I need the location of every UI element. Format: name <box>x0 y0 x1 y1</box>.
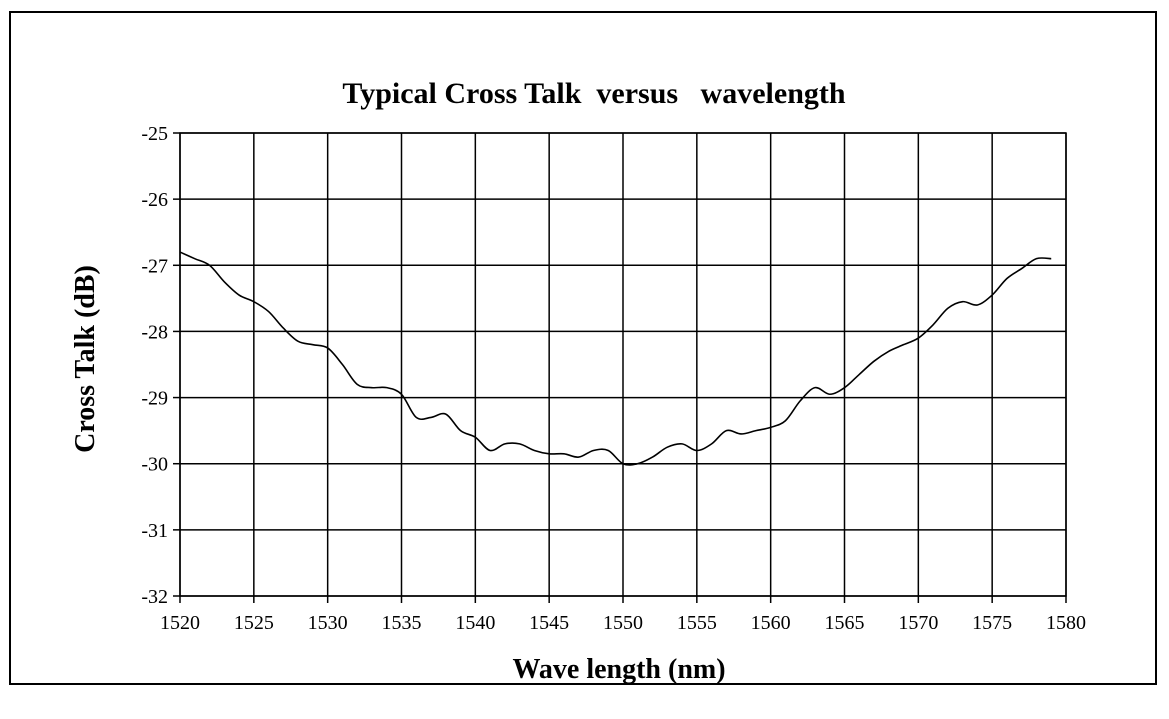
x-tick-label: 1550 <box>603 612 643 634</box>
chart-frame <box>9 11 1157 685</box>
x-tick-label: 1575 <box>972 612 1012 634</box>
x-tick-label: 1520 <box>160 612 200 634</box>
x-tick-label: 1530 <box>308 612 348 634</box>
x-tick-label: 1560 <box>751 612 791 634</box>
x-tick-label: 1565 <box>825 612 865 634</box>
y-tick-label: -25 <box>141 123 168 145</box>
x-tick-label: 1555 <box>677 612 717 634</box>
y-axis-label: Cross Talk (dB) <box>70 265 101 453</box>
x-tick-label: 1525 <box>234 612 274 634</box>
chart-title: Typical Cross Talk versus wavelength <box>342 77 845 110</box>
x-axis-ticks: 1520 1525 1530 1535 1540 1545 1550 1555 1560 1565… <box>160 596 1086 634</box>
x-axis-label: Wave length (nm) <box>512 654 725 685</box>
x-tick-label: 1570 <box>898 612 938 634</box>
y-axis-ticks: -25 -26 -27 -28 -29 -30 -31 -32 <box>141 123 180 608</box>
y-tick-label: -31 <box>141 520 168 542</box>
x-tick-label: 1580 <box>1046 612 1086 634</box>
y-tick-label: -26 <box>141 189 168 211</box>
grid <box>179 132 1067 597</box>
y-tick-label: -32 <box>141 586 168 608</box>
y-tick-label: -27 <box>141 255 168 277</box>
x-tick-label: 1540 <box>455 612 495 634</box>
y-tick-label: -30 <box>141 454 168 476</box>
series-layer <box>179 251 1052 466</box>
x-tick-label: 1535 <box>382 612 422 634</box>
y-tick-label: -28 <box>141 321 168 343</box>
series-line <box>179 251 1052 466</box>
x-tick-label: 1545 <box>529 612 569 634</box>
y-tick-label: -29 <box>141 388 168 410</box>
